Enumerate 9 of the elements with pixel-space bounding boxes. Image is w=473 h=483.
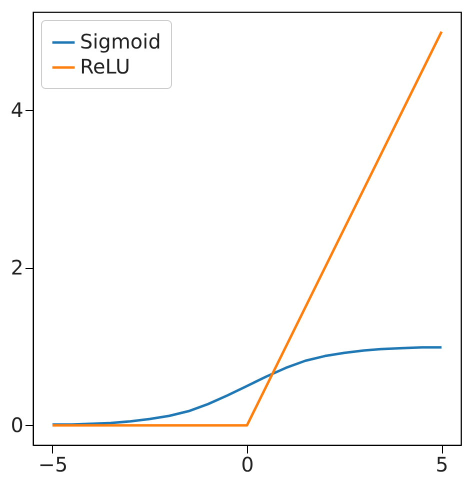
x-tick-label: 0 [241,452,254,476]
line-series [51,346,443,426]
y-tick-label: 2 [10,255,24,280]
legend-label: ReLU [80,54,130,78]
x-tick-label: −5 [38,452,68,476]
legend-label: Sigmoid [80,30,161,54]
x-tick-label: 5 [436,452,448,476]
y-tick-label: 4 [10,98,24,122]
y-tick-label: 0 [10,412,24,437]
